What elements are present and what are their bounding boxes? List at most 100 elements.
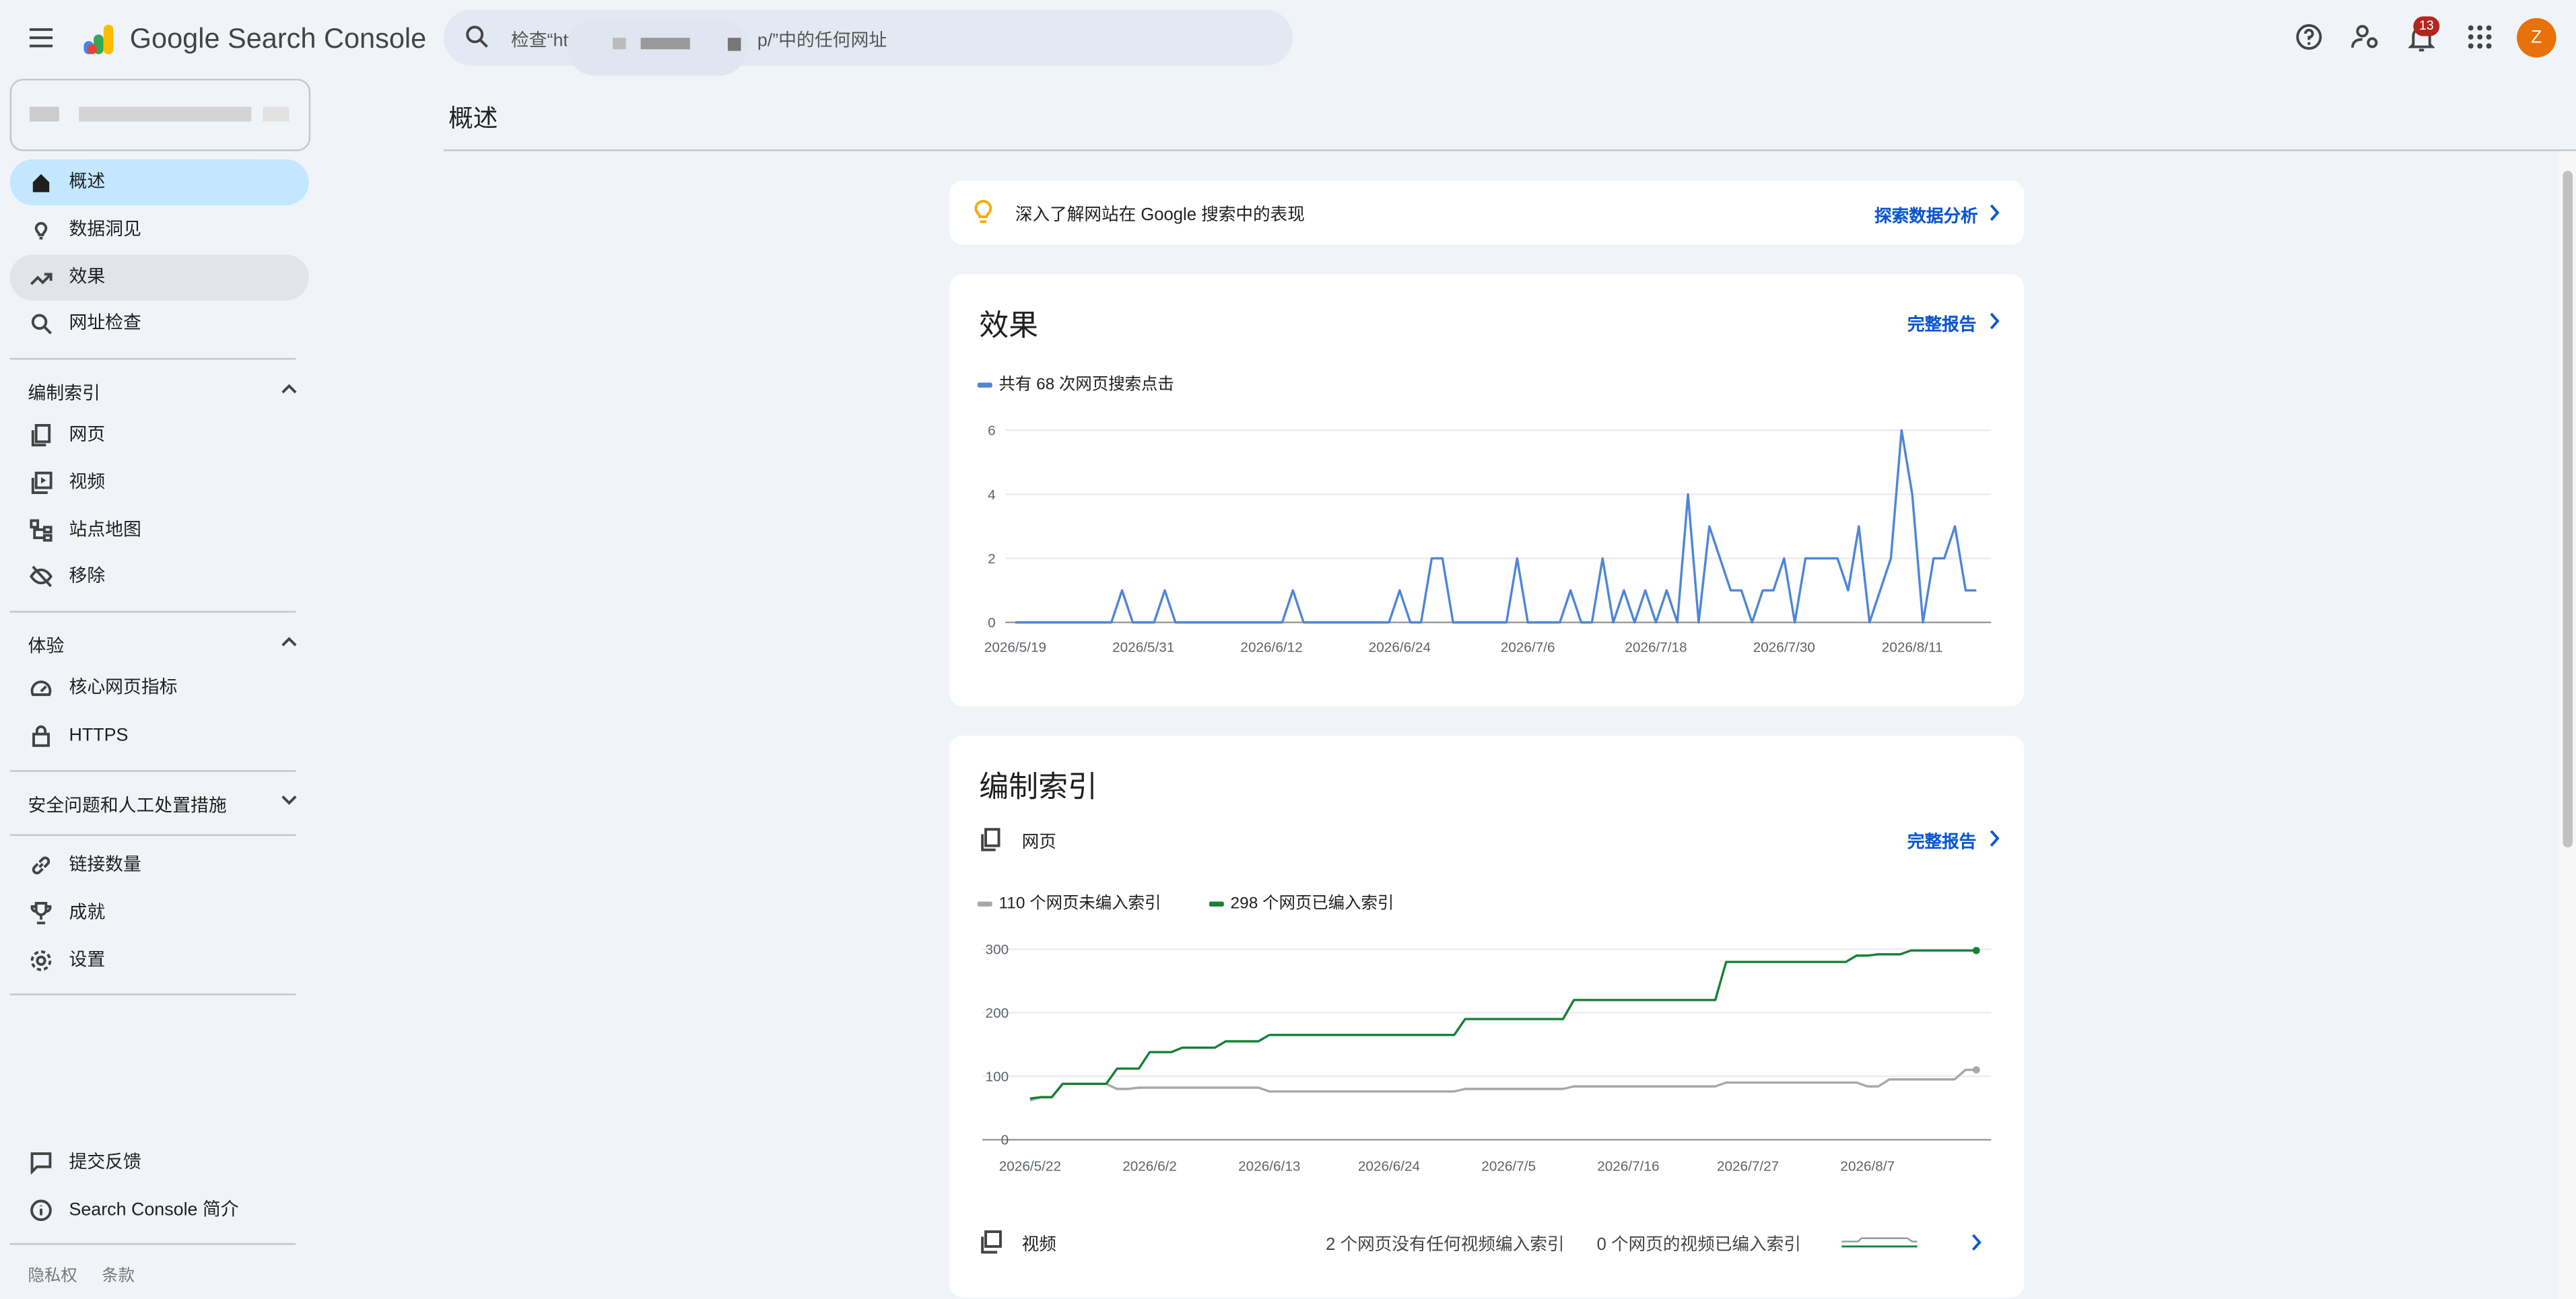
video-icon <box>31 471 53 494</box>
legend-label: 298 个网页已编入索引 <box>1230 894 1394 913</box>
redaction <box>29 106 59 122</box>
legend-swatch <box>977 901 992 907</box>
collapse-icon[interactable] <box>281 635 297 647</box>
y-tick-label: 0 <box>1001 1133 1009 1148</box>
divider <box>9 770 296 772</box>
redaction <box>79 106 252 122</box>
series-end-marker <box>1972 1066 1980 1074</box>
insights-text: 深入了解网站在 Google 搜索中的表现 <box>1015 205 1305 225</box>
series-line <box>1015 429 1977 624</box>
legend-swatch <box>1209 901 1224 907</box>
collapse-icon[interactable] <box>281 383 297 394</box>
divider <box>9 993 296 995</box>
section-title[interactable]: 编制索引 <box>28 384 100 405</box>
expand-icon[interactable] <box>281 795 297 806</box>
nav-item[interactable]: 视频 <box>10 460 309 505</box>
search-placeholder: p/”中的任何网址 <box>757 31 887 51</box>
legend-item[interactable]: 298 个网页已编入索引 <box>1209 888 1394 913</box>
divider <box>443 149 2576 151</box>
home-icon <box>32 174 50 192</box>
nav-item[interactable]: HTTPS <box>10 713 309 759</box>
x-tick-label: 2026/5/31 <box>1112 640 1174 656</box>
series-end-marker <box>1972 946 1980 954</box>
series-line <box>1029 949 1977 1100</box>
nav-item[interactable]: 移除 <box>10 553 309 599</box>
legend-item[interactable]: 110 个网页未编入索引 <box>977 888 1161 913</box>
x-tick-label: 2026/6/24 <box>1358 1159 1420 1174</box>
nav-label: 设置 <box>69 950 106 971</box>
section-title[interactable]: 安全问题和人工处置措施 <box>28 796 227 816</box>
legend-item[interactable]: 共有 68 次网页搜索点击 <box>977 370 1174 394</box>
nav-item[interactable]: 网页 <box>10 412 309 458</box>
chevron <box>1990 204 2000 221</box>
scrollbar-thumb[interactable] <box>2563 170 2573 848</box>
nav-item[interactable]: 数据洞见 <box>10 207 309 252</box>
divider <box>9 357 296 360</box>
insights-link[interactable]: 探索数据分析 <box>1874 207 1978 227</box>
nav-item[interactable]: 设置 <box>10 938 309 983</box>
full-report-link[interactable]: 完整报告 <box>1907 833 1977 853</box>
nav-item[interactable]: 效果 <box>9 254 309 301</box>
chevron <box>1990 312 2000 330</box>
avatar[interactable]: Z <box>2517 17 2556 58</box>
nav-label: 概述 <box>69 172 106 192</box>
pages-label: 网页 <box>1021 833 1056 853</box>
nav-label: 移除 <box>69 566 106 587</box>
bulb-icon <box>34 221 48 240</box>
nav-item[interactable]: 概述 <box>9 159 309 205</box>
pages-icon <box>981 828 1001 851</box>
logo <box>83 24 114 55</box>
nav-label: 视频 <box>69 472 106 493</box>
video-indexed: 0 个网页的视频已编入索引 <box>1596 1234 1801 1255</box>
lock-icon <box>32 725 50 747</box>
section-title[interactable]: 体验 <box>28 637 65 657</box>
nav-item[interactable]: 成就 <box>10 890 309 936</box>
nav-item[interactable]: 核心网页指标 <box>10 665 309 711</box>
privacy-link[interactable]: 隐私权 <box>28 1267 77 1286</box>
redaction <box>613 38 626 50</box>
y-tick-label: 6 <box>988 423 996 439</box>
indexing-card <box>949 736 2025 1298</box>
indexing-chart: 0 100 200 300 2026/5/22 2026/6/2 2026/6/13 2026… <box>982 942 1992 1174</box>
nav-item[interactable]: Search Console 简介 <box>10 1187 309 1233</box>
performance-card <box>949 274 2025 707</box>
legend-label: 110 个网页未编入索引 <box>998 894 1161 913</box>
video-label: 视频 <box>1021 1234 1056 1255</box>
nav-label: 效果 <box>69 267 106 287</box>
divider <box>9 1243 296 1245</box>
apps-icon[interactable] <box>2468 25 2493 50</box>
chevron <box>1990 830 2000 847</box>
x-tick-label: 2026/8/11 <box>1882 640 1943 656</box>
nav-item[interactable]: 网址检查 <box>10 301 309 347</box>
y-tick-label: 200 <box>986 1006 1009 1021</box>
x-tick-label: 2026/7/18 <box>1625 640 1687 656</box>
redaction <box>640 38 690 50</box>
gauge-icon <box>30 680 52 697</box>
info-icon <box>30 1199 52 1222</box>
nav-label: Search Console 简介 <box>69 1200 239 1220</box>
nav-label: HTTPS <box>69 726 129 746</box>
trophy-icon <box>30 902 52 925</box>
nav-label: 链接数量 <box>69 855 141 876</box>
menu-icon[interactable] <box>28 26 54 49</box>
full-report-link[interactable]: 完整报告 <box>1907 315 1977 335</box>
feedback-icon <box>30 1152 52 1174</box>
page-title: 概述 <box>448 105 498 133</box>
nav-item[interactable]: 链接数量 <box>10 843 309 888</box>
property-selector[interactable] <box>9 79 311 151</box>
nav-item[interactable]: 站点地图 <box>10 507 309 553</box>
terms-link[interactable]: 条款 <box>102 1267 135 1286</box>
divider <box>9 610 296 613</box>
nav-item[interactable]: 提交反馈 <box>10 1139 309 1185</box>
video-icon <box>981 1230 1002 1254</box>
notification-badge: 13 <box>2413 16 2440 36</box>
divider <box>9 834 296 836</box>
settings-user-icon[interactable] <box>2351 23 2381 50</box>
chevron[interactable] <box>1970 1233 1984 1251</box>
x-tick-label: 2026/6/13 <box>1238 1159 1300 1174</box>
help-icon[interactable] <box>2295 23 2323 50</box>
y-tick-label: 300 <box>986 942 1009 958</box>
performance-chart: 0 2 4 6 2026/5/19 2026/5/31 2026/6/12 2026/6/24… <box>984 423 1992 656</box>
